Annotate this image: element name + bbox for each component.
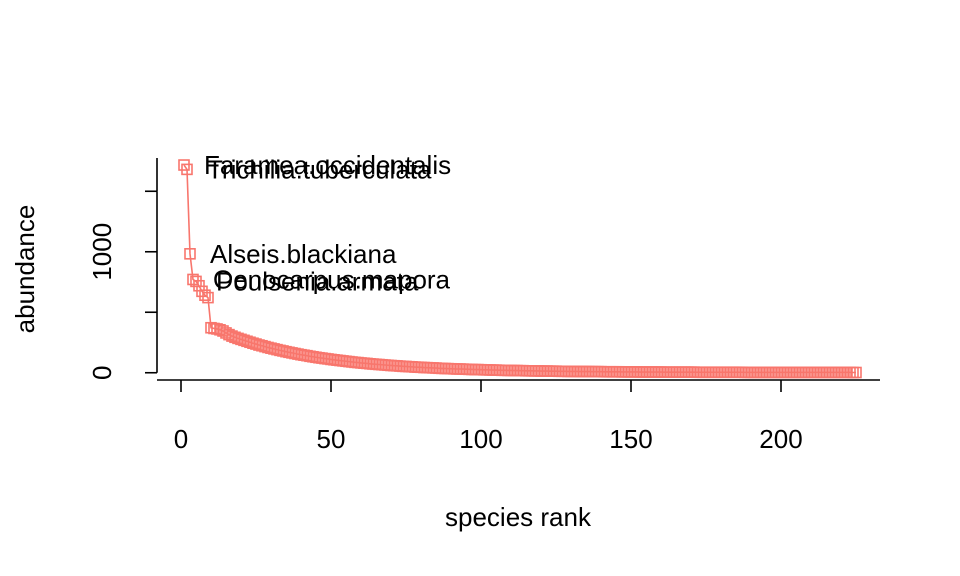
plot-area: Faramea.occidentalisTrichilia.tuberculat… [178,150,862,379]
y-axis-label: abundance [10,205,40,334]
y-axis: 0 1000 [87,158,158,380]
data-point [187,273,199,286]
data-point [235,333,247,346]
x-tick-label: 200 [759,424,802,454]
data-point [232,332,244,345]
x-tick-label: 150 [609,424,652,454]
data-point [199,289,211,301]
data-point [250,338,262,350]
data-point [244,336,256,349]
data-point [238,334,250,347]
annotation-label: Alseis.blackiana [210,239,397,269]
data-point [241,335,253,348]
x-tick-label: 0 [174,424,188,454]
x-axis: 0 50 100 150 200 [157,379,880,454]
x-tick-label: 50 [317,424,346,454]
data-point [211,323,223,335]
data-point [256,339,268,352]
data-point [229,331,241,344]
annotation-label: Oenocarpus.mapora [213,264,451,294]
data-point [181,163,193,176]
annotation-label: Trichilia.tuberculata [207,154,432,184]
data-point [223,328,235,341]
data-point [202,291,214,304]
data-point [247,337,259,350]
data-point [259,340,271,353]
data-point [196,285,208,298]
data-point [850,366,862,379]
data-point [184,248,196,260]
annotation-label: Poulsenia.armata [216,266,419,296]
annotation-label: Faramea.occidentalis [204,150,451,180]
x-tick-label: 100 [459,424,502,454]
y-tick-label: 0 [87,366,117,380]
y-tick-label: 1000 [87,223,117,281]
x-axis-label: species rank [445,502,592,532]
data-point [226,330,238,342]
